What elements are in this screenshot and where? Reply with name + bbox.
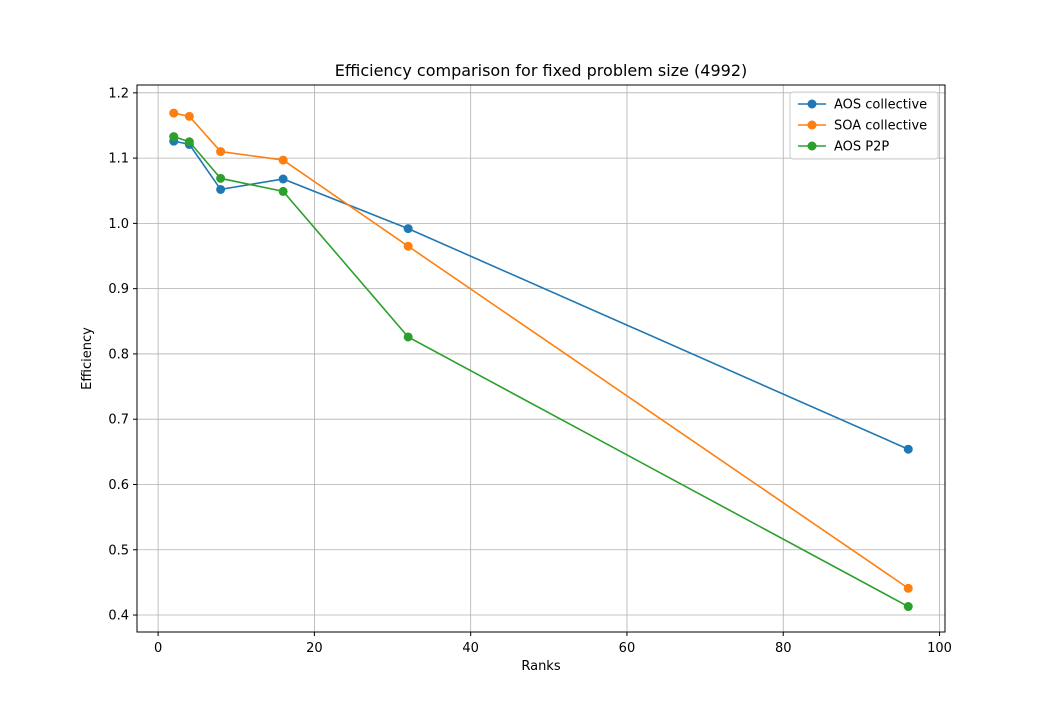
data-point: [403, 224, 413, 234]
legend-marker: [807, 99, 817, 109]
data-point: [184, 111, 194, 121]
y-tick-label: 0.8: [108, 347, 129, 362]
x-tick-label: 100: [927, 641, 952, 656]
y-tick-label: 0.9: [108, 282, 129, 297]
x-tick-label: 80: [775, 641, 792, 656]
y-tick-label: 0.5: [108, 543, 129, 558]
data-point: [184, 137, 194, 147]
legend-item: SOA collective: [798, 119, 927, 134]
legend-box: [789, 91, 939, 160]
data-point: [903, 444, 913, 454]
data-point: [169, 108, 179, 118]
data-point: [903, 583, 913, 593]
chart-title: Efficiency comparison for fixed problem …: [335, 61, 748, 80]
data-point: [403, 332, 413, 342]
legend-label: SOA collective: [834, 119, 927, 134]
y-axis-label: Efficiency: [80, 327, 95, 390]
y-tick-label: 1.1: [108, 152, 129, 167]
data-point: [278, 155, 288, 165]
data-point: [903, 602, 913, 612]
legend-item: AOS P2P: [798, 140, 889, 155]
data-point: [216, 173, 226, 183]
y-tick-label: 0.4: [108, 609, 129, 624]
x-tick-label: 0: [154, 641, 162, 656]
y-tick-label: 1.2: [108, 86, 129, 101]
legend-marker: [807, 141, 817, 151]
legend: AOS collective SOA collective AOS P2P: [789, 91, 939, 160]
data-point: [403, 241, 413, 251]
series-layer: [169, 108, 913, 612]
legend-label: AOS P2P: [834, 140, 889, 155]
data-point: [216, 147, 226, 157]
series-aos-p2p: [169, 132, 913, 612]
x-axis-label: Ranks: [521, 659, 560, 674]
y-tick-label: 1.0: [108, 217, 129, 232]
legend-label: AOS collective: [834, 98, 927, 113]
plot-frame: [136, 84, 946, 633]
y-tick-label: 0.6: [108, 478, 129, 493]
series-soa-collective: [169, 108, 913, 593]
x-tick-label: 20: [306, 641, 323, 656]
grid-layer: [137, 85, 945, 632]
x-tick-label: 60: [619, 641, 636, 656]
legend-item: AOS collective: [798, 98, 927, 113]
data-point: [216, 184, 226, 194]
data-point: [169, 132, 179, 142]
legend-marker: [807, 120, 817, 130]
data-point: [278, 186, 288, 196]
tick-layer: 0 20 40 60 80 100 0.4 0.5 0.6 0.7 0.8 0.9 1.0 1.1 1.2: [108, 86, 952, 656]
data-point: [278, 174, 288, 184]
y-tick-label: 0.7: [108, 413, 129, 428]
x-tick-label: 40: [462, 641, 479, 656]
